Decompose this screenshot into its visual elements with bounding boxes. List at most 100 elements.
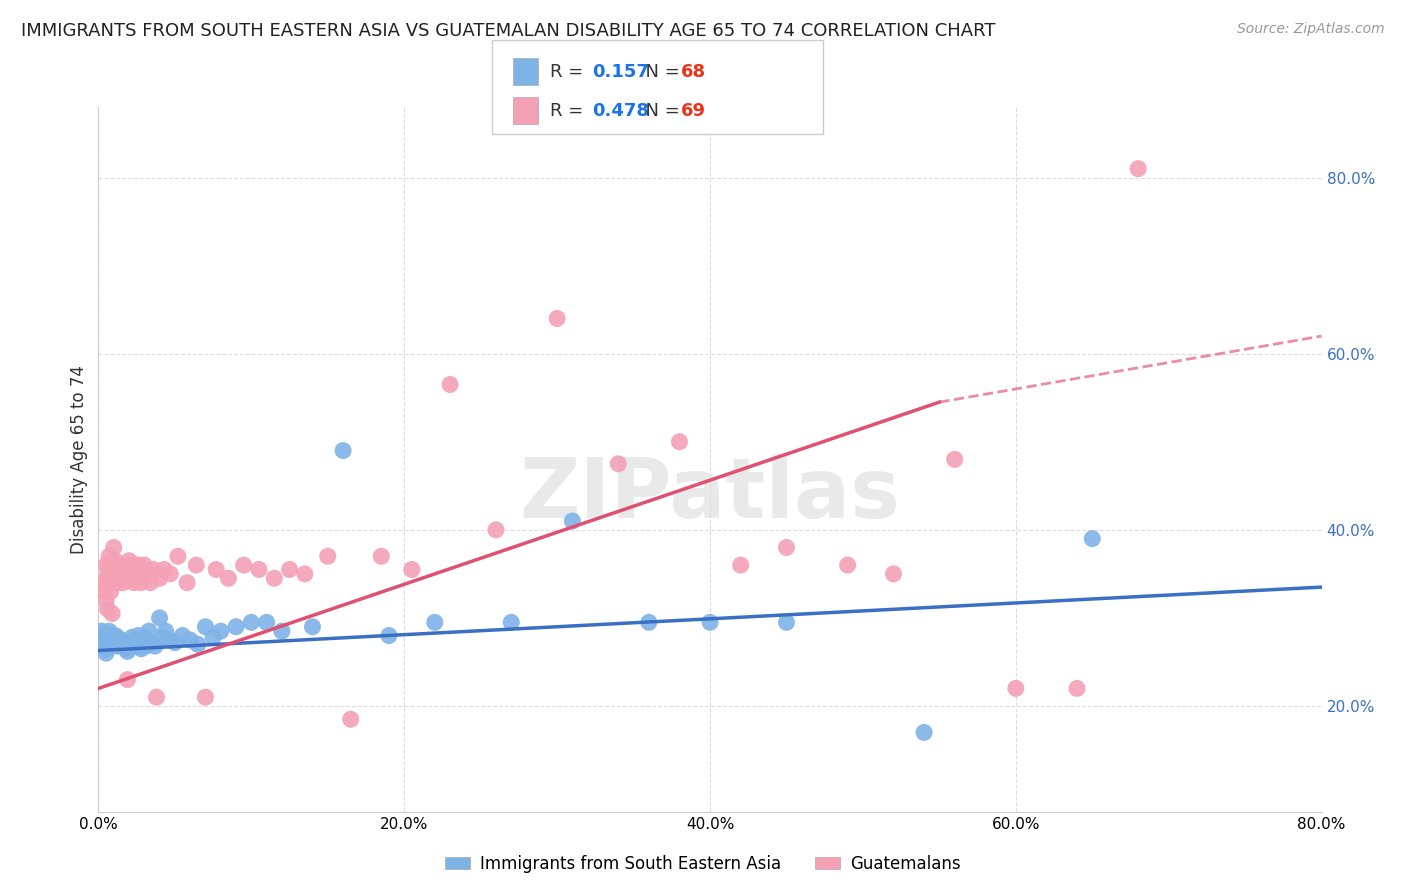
Point (105, 637, 128, 651)
Point (120, 639, 142, 653)
Point (100, 584, 122, 599)
Text: N =: N = (634, 102, 686, 120)
Point (91, 632, 114, 647)
Point (668, 434, 690, 449)
Point (155, 624, 177, 639)
Point (107, 558, 129, 573)
Point (149, 611, 172, 625)
Point (115, 558, 138, 573)
Point (134, 558, 156, 573)
Point (163, 635, 186, 649)
Point (104, 635, 127, 649)
Point (143, 639, 166, 653)
Point (912, 725, 935, 739)
Point (138, 624, 160, 639)
Point (93, 584, 115, 599)
Point (103, 630, 125, 644)
Point (141, 635, 163, 649)
Point (98, 632, 121, 647)
Point (112, 637, 135, 651)
Point (101, 571, 124, 585)
Point (97, 566, 120, 581)
Text: R =: R = (550, 62, 589, 80)
Point (105, 630, 128, 644)
Point (186, 558, 208, 573)
Point (98, 549, 121, 564)
Point (97, 628, 120, 642)
Point (159, 566, 181, 581)
Point (103, 566, 125, 581)
Point (179, 632, 201, 647)
Point (1128, 161, 1150, 176)
Text: 0.478: 0.478 (592, 102, 650, 120)
Legend: Immigrants from South Eastern Asia, Guatemalans: Immigrants from South Eastern Asia, Guat… (439, 848, 967, 880)
Point (301, 620, 323, 634)
Point (187, 637, 209, 651)
Point (124, 632, 146, 647)
Point (209, 624, 232, 639)
Point (316, 549, 339, 564)
Point (145, 690, 167, 705)
Point (294, 566, 316, 581)
Text: IMMIGRANTS FROM SOUTH EASTERN ASIA VS GUATEMALAN DISABILITY AGE 65 TO 74 CORRELA: IMMIGRANTS FROM SOUTH EASTERN ASIA VS GU… (21, 22, 995, 40)
Point (637, 615, 661, 630)
Point (124, 562, 146, 576)
Point (112, 562, 135, 576)
Point (97, 602, 120, 616)
Point (101, 607, 124, 621)
Point (159, 632, 181, 647)
Point (111, 639, 134, 653)
Point (699, 615, 721, 630)
Point (117, 644, 139, 658)
Point (943, 452, 966, 467)
Point (127, 558, 149, 573)
Point (546, 311, 568, 326)
Point (1066, 681, 1088, 696)
Point (128, 566, 150, 581)
Text: ZIPatlas: ZIPatlas (520, 454, 900, 535)
Point (100, 637, 122, 651)
Point (125, 571, 148, 585)
Point (125, 639, 148, 653)
Point (94, 641, 117, 656)
Point (139, 575, 162, 590)
Point (339, 712, 361, 726)
Point (149, 571, 172, 585)
Point (105, 575, 128, 590)
Point (103, 637, 125, 651)
Point (94, 646, 117, 660)
Point (883, 566, 905, 581)
Point (129, 641, 152, 656)
Point (225, 620, 247, 634)
Point (90, 628, 112, 642)
Point (97, 637, 120, 651)
Point (122, 635, 145, 649)
Text: Source: ZipAtlas.com: Source: ZipAtlas.com (1237, 22, 1385, 37)
Point (1081, 532, 1104, 546)
Point (93, 637, 115, 651)
Point (485, 523, 508, 537)
Point (118, 554, 141, 568)
Point (176, 575, 198, 590)
Point (108, 632, 131, 646)
Point (263, 571, 285, 585)
Point (103, 541, 125, 555)
Point (194, 620, 217, 634)
Point (107, 632, 129, 647)
Point (110, 635, 132, 649)
Point (111, 575, 134, 590)
Point (401, 562, 423, 576)
Point (194, 690, 217, 705)
Point (115, 641, 138, 656)
Point (129, 575, 152, 590)
Point (101, 632, 124, 647)
Point (90, 624, 112, 639)
Point (1004, 681, 1026, 696)
Point (108, 566, 131, 581)
Point (128, 635, 150, 649)
Point (205, 562, 228, 576)
Point (118, 635, 141, 649)
Point (270, 624, 292, 639)
Point (100, 628, 122, 642)
Point (142, 562, 165, 576)
